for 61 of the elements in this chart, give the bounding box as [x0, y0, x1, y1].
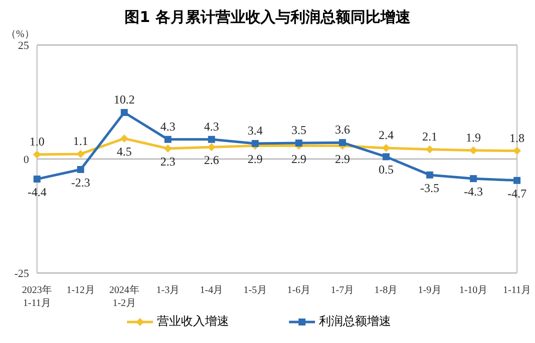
data-label: -4.3 — [464, 184, 483, 199]
x-tick-label: 1-9月 — [418, 285, 442, 296]
point — [470, 175, 477, 182]
y-axis-title: （%） — [6, 28, 34, 41]
data-label: -4.7 — [508, 186, 526, 200]
data-label: 3.6 — [334, 122, 350, 137]
data-label: 0.5 — [378, 162, 394, 177]
data-label: 2.3 — [160, 154, 176, 169]
point — [295, 140, 302, 147]
y-tick-label: -25 — [14, 268, 30, 280]
point — [426, 145, 434, 154]
data-label: 2.6 — [204, 153, 220, 168]
chart-title: 图1 各月累计营业收入与利润总额同比增速 — [124, 8, 412, 27]
data-label: 1.8 — [510, 130, 524, 145]
data-label: 2.1 — [422, 129, 438, 144]
data-label: 2.4 — [378, 128, 394, 142]
x-tick-label: 1-10月 — [459, 285, 488, 296]
data-label: 4.3 — [160, 119, 176, 134]
point — [338, 139, 346, 146]
data-label: -4.4 — [28, 185, 46, 200]
data-label: 3.4 — [248, 123, 263, 138]
point — [164, 144, 172, 153]
point — [34, 176, 40, 183]
legend-label: 营业收入增速 — [157, 313, 229, 330]
data-label: 2.9 — [334, 152, 350, 166]
point — [252, 140, 259, 147]
x-tick-label: 1-7月 — [330, 285, 354, 296]
data-label: 3.5 — [291, 123, 306, 138]
point — [33, 150, 41, 158]
data-label: 1.0 — [30, 134, 44, 148]
data-label: -2.3 — [71, 175, 90, 190]
data-label: 1.9 — [466, 130, 481, 144]
point — [120, 134, 128, 142]
data-label: 10.2 — [114, 92, 135, 106]
point — [514, 176, 520, 184]
y-tick-label: 0 — [24, 154, 30, 166]
x-tick-label: 1-12月 — [66, 285, 95, 296]
data-label: 4.3 — [204, 119, 220, 134]
x-tick-label: 2023年 1-11月 — [22, 284, 52, 309]
x-tick-label: 2024年 1-2月 — [109, 284, 140, 309]
x-tick-label: 1-6月 — [287, 285, 310, 296]
point — [513, 146, 521, 155]
data-label: 2.9 — [291, 152, 306, 166]
y-tick-label: 25 — [18, 40, 30, 52]
x-tick-label: 1-11月 — [503, 285, 531, 296]
point — [164, 136, 172, 143]
data-label: -3.5 — [420, 180, 440, 195]
point — [208, 136, 216, 143]
point — [426, 171, 434, 178]
point — [76, 150, 85, 158]
point — [382, 153, 390, 160]
point — [120, 108, 128, 116]
x-tick-label: 1-8月 — [374, 285, 398, 296]
x-tick-label: 1-5月 — [244, 285, 267, 296]
data-label: 2.9 — [248, 152, 263, 166]
point — [77, 166, 84, 173]
x-tick-label: 1-3月 — [156, 285, 180, 296]
data-label: 1.1 — [73, 134, 88, 148]
legend-label: 利润总额增速 — [319, 313, 391, 330]
data-label: 4.5 — [116, 144, 132, 158]
x-tick-label: 1-4月 — [200, 285, 224, 296]
